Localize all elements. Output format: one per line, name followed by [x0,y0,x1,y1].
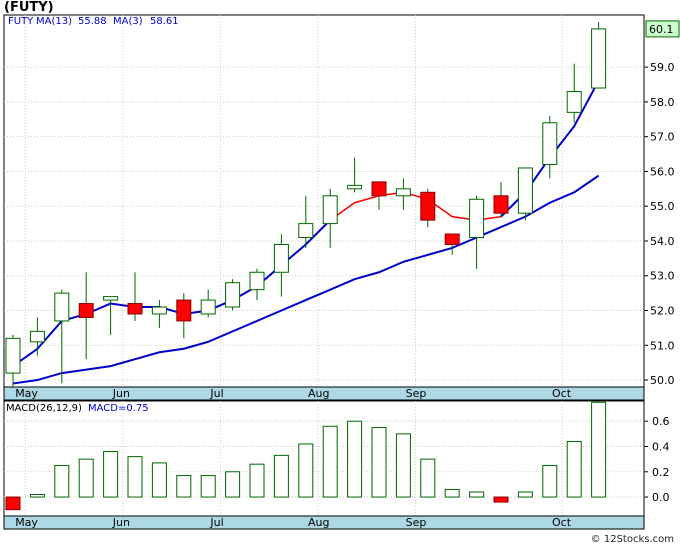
candle-body [347,184,363,190]
macd-bar [469,491,485,498]
macd-bar [225,471,241,498]
candle-body [176,299,192,322]
macd-bar [200,475,216,498]
macd-bar [127,456,143,498]
candle-body [78,303,94,318]
candle-body [420,191,436,221]
macd-month-label-jun: Jun [112,516,130,529]
price-tick-label: 55.0 [650,200,675,213]
month-label-oct: Oct [552,387,572,400]
month-label-aug: Aug [308,387,329,400]
macd-month-label-aug: Aug [308,516,329,529]
candle-body [566,90,582,113]
price-tick-label: 50.0 [650,374,675,387]
macd-bar [566,440,582,498]
macd-tick-label: 0.2 [652,466,670,479]
month-label-may: May [15,387,38,400]
macd-bar [298,443,314,498]
macd-bar [591,401,607,498]
macd-tick-label: 0.0 [652,491,670,504]
macd-bar [29,494,45,498]
macd-bar [322,425,338,498]
candle-body [54,292,70,322]
month-label-sep: Sep [406,387,427,400]
legend-symbol: FUTY [8,16,34,27]
candle-body [542,122,558,165]
price-tick-label: 54.0 [650,235,675,248]
candle-body [517,167,533,214]
macd-bar [78,458,94,498]
price-tick-label: 53.0 [650,270,675,283]
macd-bar [542,464,558,498]
macd-month-label-jul: Jul [209,516,223,529]
month-label-jun: Jun [112,387,130,400]
macd-bar [444,488,460,498]
macd-bar [5,496,21,511]
macd-bar [249,463,265,498]
candle-body [103,296,119,301]
macd-month-label-oct: Oct [552,516,572,529]
legend-ma13-value: 55.88 [78,16,107,27]
legend-macd-label: MACD(26,12,9) [6,403,82,414]
candle-body [395,188,411,197]
macd-bar [517,491,533,498]
candle-body [322,195,338,225]
candle-body [371,181,387,197]
price-tick-label: 52.0 [650,305,675,318]
month-label-jul: Jul [209,387,223,400]
candle-body [273,243,289,273]
candle-body [200,299,216,315]
last-price-box [645,20,680,38]
macd-bar [420,458,436,498]
macd-bar [395,433,411,498]
macd-bar [103,451,119,498]
candle-body [298,223,314,239]
macd-tick-label: 0.6 [652,415,670,428]
macd-bar [54,464,70,498]
candle-body [151,306,167,315]
candle-body [444,233,460,245]
source-credit: © 12Stocks.com [590,534,674,545]
price-month-band [3,386,645,401]
macd-tick-label: 0.4 [652,440,670,453]
legend-ma3-label: MA(3) [113,16,143,27]
macd-bar [176,475,192,498]
candle-body [29,330,45,343]
chart-title: (FUTY) [4,0,54,15]
ma13-line [12,174,600,385]
legend-ma13-label: MA(13) [36,16,72,27]
macd-bar [151,462,167,498]
candle-body [469,198,485,239]
macd-bar [493,496,509,503]
macd-month-label-may: May [15,516,38,529]
price-tick-label: 51.0 [650,339,675,352]
macd-bar [371,427,387,498]
candle-body [127,303,143,315]
last-price-label: 60.1 [649,23,674,36]
candle-body [591,28,607,89]
candle-body [249,271,265,291]
macd-month-label-sep: Sep [406,516,427,529]
legend-ma3-value: 58.61 [150,16,179,27]
legend-macd-value: MACD=0.75 [88,403,149,414]
price-tick-label: 57.0 [650,131,675,144]
price-tick-label: 58.0 [650,96,675,109]
price-tick-label: 59.0 [650,61,675,74]
candle-body [493,195,509,214]
macd-bar [347,420,363,498]
candle-body [5,337,21,374]
macd-bar [273,454,289,498]
price-tick-label: 56.0 [650,165,675,178]
macd-month-band [3,515,645,530]
candle-body [225,282,241,308]
